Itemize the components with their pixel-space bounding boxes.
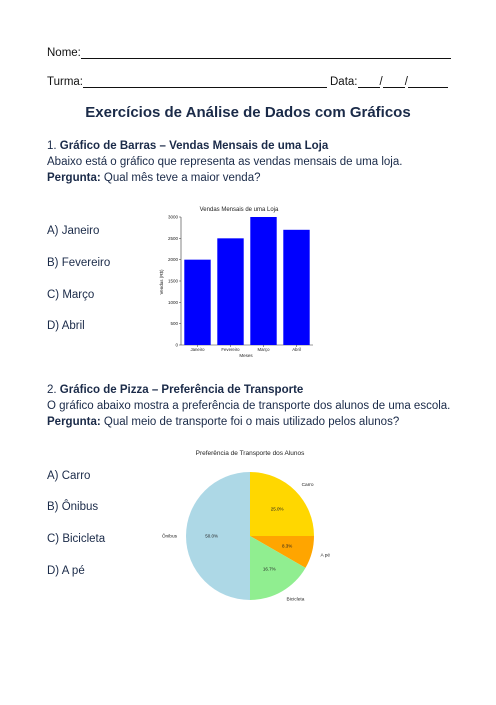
q2-heading-text: Gráfico de Pizza – Preferência de Transp… [59,384,304,396]
page-title: Exercícios de Análise de Dados com Gráfi… [85,104,411,121]
q1-heading-text: Gráfico de Barras – Vendas Mensais de um… [59,140,329,152]
date-sep-1: / [379,76,383,88]
q2-question-label: Pergunta: [47,416,101,428]
bar-chart-xtick-label: Fevereiro [221,347,240,352]
bar [217,238,244,345]
bar-chart-ytick-label: 2000 [168,257,179,262]
bar-chart-xtick-label: Março [258,347,271,352]
pie-slice-pct: 50.0% [205,534,218,539]
pie-slice [186,472,250,600]
pie-slice-pct: 8.3% [282,543,292,548]
q1-question-label: Pergunta: [47,172,101,184]
date-year-blank[interactable] [407,75,448,88]
q2-option-b[interactable]: B) Ônibus [47,501,99,513]
q2-option-a[interactable]: A) Carro [47,470,91,482]
name-blank[interactable] [80,46,451,59]
pie-slice [250,536,306,600]
bar-chart-title: Vendas Mensais de uma Loja [200,207,279,213]
pie-chart: Preferência de Transporte dos Alunos 25.… [162,450,331,603]
q2-heading: 2. Gráfico de Pizza – Preferência de Tra… [47,382,303,398]
name-field-row: Nome: [47,46,451,59]
pie-slice [250,472,314,536]
q1-number: 1. [47,140,57,152]
q1-description: Abaixo está o gráfico que representa as … [47,156,403,168]
bar-chart-xtick-label: Janeiro [190,347,205,352]
name-label: Nome: [47,47,81,59]
pie-slice-label: Carro [302,482,314,488]
pie-slice-pct: 25.0% [271,506,284,511]
class-date-row: Turma: Data: / / [47,75,448,88]
q2-question: Pergunta: Qual meio de transporte foi o … [47,414,399,430]
q1-heading: 1. Gráfico de Barras – Vendas Mensais de… [47,138,328,154]
bar-chart-ytick-label: 500 [170,321,178,326]
q2-option-c[interactable]: C) Bicicleta [47,533,106,545]
class-blank[interactable] [83,75,327,88]
class-label: Turma: [47,76,83,88]
date-month-blank[interactable] [382,75,405,88]
q1-option-b[interactable]: B) Fevereiro [47,257,111,269]
q1-question-text: Qual mês teve a maior venda? [103,172,261,184]
q1-question: Pergunta: Qual mês teve a maior venda? [47,170,260,186]
bar-chart-ytick-label: 0 [175,343,178,348]
date-day-blank[interactable] [357,75,380,88]
q2-description: O gráfico abaixo mostra a preferência de… [47,400,451,412]
q2-question-text: Qual meio de transporte foi o mais utili… [103,416,400,428]
bar-chart-ylabel: Vendas (R$) [159,269,164,295]
q1-option-d[interactable]: D) Abril [47,320,85,332]
pie-slice-pct: 16.7% [263,567,276,572]
date-label: Data: [330,76,358,88]
bar-chart-ytick-label: 2500 [168,236,179,241]
bar [250,217,277,345]
q2-option-d[interactable]: D) A pé [47,565,85,577]
bar-chart-xlabel: Meses [239,353,253,358]
bar-chart-ytick-label: 1000 [168,300,179,305]
pie-slice [250,536,314,568]
pie-chart-title: Preferência de Transporte dos Alunos [196,450,306,457]
q1-option-c[interactable]: C) Março [47,289,95,301]
date-sep-2: / [404,76,408,88]
bar [283,229,310,345]
bar-chart-ytick-label: 1500 [168,279,179,284]
bar-chart-xtick-label: Abril [292,347,301,352]
q2-number: 2. [47,384,57,396]
pie-slice-label: A pé [320,552,330,558]
pie-slice-label: Bicicleta [287,597,305,603]
bar-chart-ytick-label: 3000 [168,215,179,220]
bar [184,259,211,345]
pie-slice-label: Ônibus [162,533,178,540]
bar-chart: Vendas Mensais de uma Loja Vendas (R$) M… [159,207,313,358]
q1-option-a[interactable]: A) Janeiro [47,225,100,237]
